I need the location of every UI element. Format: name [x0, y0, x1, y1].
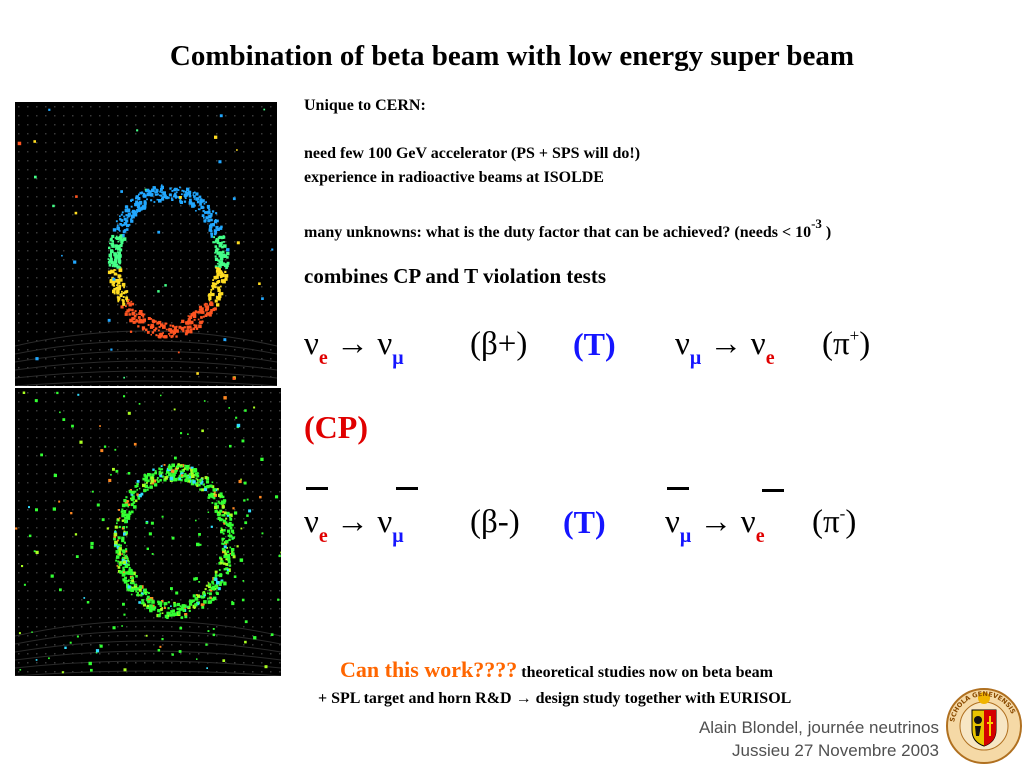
antineutrino-bar [762, 489, 784, 492]
pion-charge: + [849, 326, 860, 345]
footer-place: Jussieu 27 Novembre 2003 [732, 741, 939, 760]
unknowns-text: many unknowns: what is the duty factor t… [304, 224, 812, 241]
equation-1-left: νe → νμ [304, 326, 404, 370]
nu-symbol: ν [750, 326, 766, 362]
unique-to-cern-heading: Unique to CERN: [304, 97, 426, 114]
flavor-e: e [318, 347, 328, 369]
flavor-e: e [755, 525, 765, 547]
beta-minus-source: (β-) [470, 504, 520, 540]
flavor-e: e [318, 525, 328, 547]
pion-charge: - [839, 504, 846, 523]
antineutrino-bar [667, 487, 689, 490]
nu-symbol: ν [304, 326, 319, 362]
pion-plus: (π+) [822, 326, 870, 363]
flavor-mu: μ [392, 525, 404, 547]
university-seal-logo: SCHOLA GENEVENSIS [945, 686, 1023, 766]
nu-symbol: ν [675, 326, 690, 362]
pion-close: ) [845, 504, 857, 540]
nu-symbol: ν [304, 504, 319, 540]
event-display-muon-ring-image [15, 388, 281, 676]
combines-line: combines CP and T violation tests [304, 264, 607, 288]
cp-tag: (CP) [304, 409, 368, 445]
slide-title: Combination of beta beam with low energy… [169, 40, 855, 72]
design-study-text: design study together with EURISOL [531, 690, 792, 707]
studies-text: theoretical studies now on beta beam [517, 664, 773, 681]
flavor-mu: μ [679, 525, 692, 547]
pion-close: ) [859, 326, 871, 362]
pion-symbol: (π [812, 504, 840, 540]
question-line: Can this work???? theoretical studies no… [340, 657, 773, 683]
beta-plus-source: (β+) [470, 326, 528, 362]
spl-text: + SPL target and horn R&D [318, 690, 516, 707]
spl-line: + SPL target and horn R&D → design study… [318, 690, 791, 708]
arrow-icon: → [336, 504, 370, 540]
event-display-electron-ring-image [15, 102, 277, 386]
arrow-icon: → [699, 504, 733, 540]
pion-minus: (π-) [812, 504, 856, 541]
flavor-mu: μ [689, 347, 702, 369]
nu-symbol: ν [665, 504, 680, 540]
antineutrino-bar [306, 487, 328, 490]
accelerator-line: need few 100 GeV accelerator (PS + SPS w… [304, 145, 641, 162]
pion-symbol: (π [822, 326, 850, 362]
arrow-icon: → [515, 690, 532, 707]
equation-1-right: νμ → νe [675, 326, 775, 370]
flavor-mu: μ [392, 347, 404, 369]
flavor-e: e [765, 347, 775, 369]
unknowns-exponent: -3 [811, 216, 822, 231]
nu-symbol: ν [377, 504, 393, 540]
antineutrino-bar [396, 487, 418, 490]
unknowns-close: ) [821, 224, 832, 241]
t-tag-2: (T) [563, 504, 606, 540]
footer-author: Alain Blondel, journée neutrinos [698, 718, 939, 737]
t-tag-1: (T) [573, 326, 616, 362]
nu-symbol: ν [740, 504, 756, 540]
arrow-icon: → [709, 326, 743, 362]
equation-2-left: νe → νμ [304, 504, 404, 548]
nu-symbol: ν [377, 326, 393, 362]
unknowns-line: many unknowns: what is the duty factor t… [304, 216, 831, 242]
can-this-work: Can this work???? [340, 657, 518, 682]
isolde-line: experience in radioactive beams at ISOLD… [304, 169, 604, 186]
arrow-icon: → [336, 326, 370, 362]
equation-2-right: νμ → νe [665, 504, 765, 548]
